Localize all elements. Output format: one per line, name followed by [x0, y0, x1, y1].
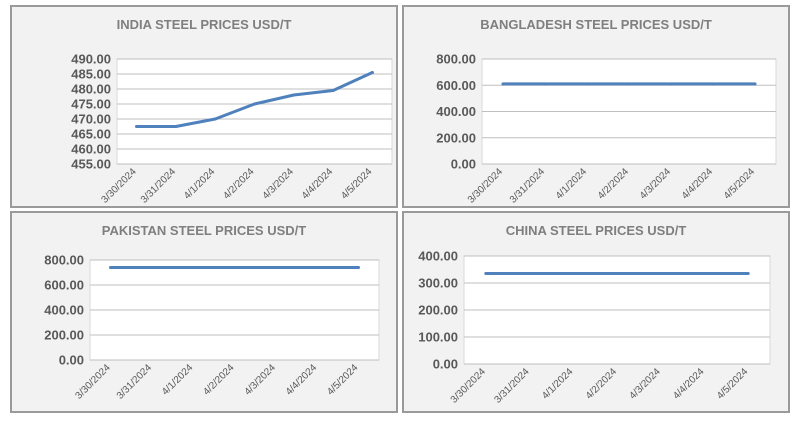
data-point [109, 266, 113, 269]
y-tick-label: 400.00 [418, 249, 458, 264]
data-point [274, 266, 278, 269]
data-point [213, 117, 217, 121]
y-tick-label: 460.00 [71, 142, 111, 157]
y-tick-label: 800.00 [44, 253, 84, 268]
data-point [370, 71, 374, 74]
y-tick-label: 200.00 [418, 303, 458, 318]
y-tick-label: 485.00 [71, 67, 111, 82]
x-tick-label: 4/4/2024 [671, 366, 707, 402]
y-tick-label: 480.00 [71, 82, 111, 97]
chart-title: CHINA STEEL PRICES USD/T [506, 223, 687, 238]
y-tick-label: 0.00 [59, 353, 84, 368]
chart-title: INDIA STEEL PRICES USD/T [117, 17, 292, 32]
y-tick-label: 600.00 [44, 278, 84, 293]
x-tick-label: 3/31/2024 [139, 166, 179, 206]
india-chart-panel: INDIA STEEL PRICES USD/T 490.00 485.00 480.… [10, 5, 398, 208]
data-point [627, 82, 631, 86]
x-tick-label: 4/4/2024 [300, 166, 336, 202]
x-tick-label: 4/2/2024 [596, 166, 632, 202]
y-tick-label: 300.00 [418, 276, 458, 291]
data-point [174, 125, 178, 128]
data-point [135, 125, 139, 128]
y-tick-label: 0.00 [451, 157, 476, 172]
x-tick-label: 4/4/2024 [284, 362, 320, 398]
data-point [292, 93, 296, 97]
data-point [356, 266, 360, 269]
x-tick-label: 3/31/2024 [492, 366, 532, 406]
x-tick-label: 4/3/2024 [628, 366, 664, 402]
data-point [702, 272, 706, 276]
y-tick-label: 200.00 [44, 328, 84, 343]
y-tick-label: 490.00 [71, 52, 111, 67]
y-tick-label: 400.00 [436, 104, 476, 119]
data-point [571, 272, 575, 276]
data-point [669, 82, 673, 86]
x-tick-label: 4/5/2024 [325, 362, 361, 398]
chart-svg: INDIA STEEL PRICES USD/T 490.00485.00480.… [71, 17, 393, 206]
x-tick-label: 3/30/2024 [466, 166, 506, 206]
y-tick-label: 470.00 [71, 112, 111, 127]
chart-svg: CHINA STEEL PRICES USD/T 400.00 300.00 200.… [418, 223, 771, 406]
y-tick-label: 800.00 [436, 52, 476, 67]
x-tick-label: 3/30/2024 [74, 362, 114, 402]
y-tick-label: 0.00 [433, 357, 458, 372]
data-point [746, 272, 750, 276]
x-tick-label: 4/2/2024 [584, 366, 620, 402]
pakistan-chart-panel: PAKISTAN STEEL PRICES USD/T 800.00 600.00 4… [10, 211, 398, 413]
x-tick-label: 4/1/2024 [160, 362, 196, 398]
y-tick-label: 100.00 [418, 330, 458, 345]
x-tick-label: 3/31/2024 [115, 362, 155, 402]
data-point [150, 266, 154, 269]
chart-title: PAKISTAN STEEL PRICES USD/T [102, 223, 306, 238]
x-tick-label: 4/5/2024 [722, 166, 758, 202]
x-tick-label: 4/1/2024 [182, 166, 218, 202]
x-tick-label: 4/5/2024 [339, 166, 375, 202]
x-tick-label: 4/4/2024 [680, 166, 716, 202]
chart-svg: BANGLADESH STEEL PRICES USD/T 800.00 600.0… [436, 17, 777, 206]
data-point [543, 82, 547, 86]
chart-title: BANGLADESH STEEL PRICES USD/T [480, 17, 712, 32]
data-point [233, 266, 236, 269]
x-tick-label: 4/1/2024 [554, 166, 590, 202]
x-tick-label: 4/5/2024 [715, 366, 751, 402]
data-point [501, 82, 505, 86]
y-tick-label: 200.00 [436, 130, 476, 145]
data-point [753, 82, 757, 86]
data-point [659, 272, 663, 276]
china-chart-panel: CHINA STEEL PRICES USD/T 400.00 300.00 200.… [402, 211, 790, 413]
data-point [528, 272, 532, 276]
x-tick-label: 4/3/2024 [243, 362, 279, 398]
data-point [484, 272, 488, 276]
data-point [191, 266, 195, 269]
y-tick-label: 465.00 [71, 127, 111, 142]
data-point [331, 89, 335, 92]
bangladesh-chart-panel: BANGLADESH STEEL PRICES USD/T 800.00 600.0… [402, 5, 790, 208]
data-point [615, 272, 619, 276]
x-tick-label: 3/31/2024 [508, 166, 548, 206]
x-tick-label: 4/3/2024 [261, 166, 297, 202]
x-tick-label: 4/2/2024 [221, 166, 257, 202]
x-tick-label: 3/30/2024 [449, 366, 489, 406]
data-point [253, 102, 256, 106]
y-tick-label: 475.00 [71, 97, 111, 112]
data-point [711, 82, 715, 86]
x-tick-label: 3/30/2024 [100, 166, 140, 206]
x-tick-label: 4/2/2024 [201, 362, 237, 398]
x-tick-label: 4/3/2024 [638, 166, 674, 202]
chart-svg: PAKISTAN STEEL PRICES USD/T 800.00 600.00 4… [44, 223, 380, 402]
x-tick-label: 4/1/2024 [540, 366, 576, 402]
y-tick-label: 400.00 [44, 303, 84, 318]
y-tick-label: 455.00 [71, 157, 111, 172]
plot-area [116, 58, 393, 165]
data-point [315, 266, 319, 269]
y-tick-label: 600.00 [436, 78, 476, 93]
data-point [585, 82, 589, 86]
